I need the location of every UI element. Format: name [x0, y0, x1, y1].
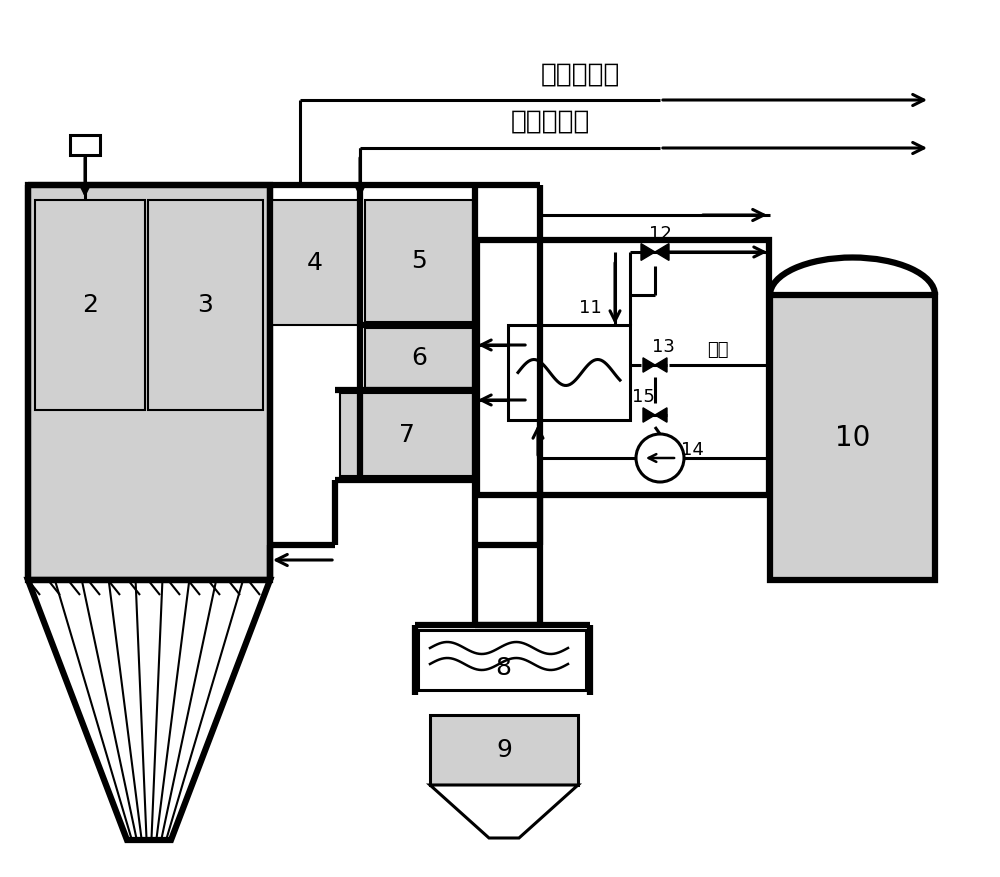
Text: 5: 5 [411, 249, 427, 273]
Bar [28, 185, 270, 580]
Bar [148, 200, 263, 410]
Text: 8: 8 [495, 656, 511, 680]
Polygon shape [643, 408, 655, 422]
Text: 13: 13 [652, 338, 674, 356]
Polygon shape [655, 244, 669, 260]
Polygon shape [643, 358, 655, 372]
Text: 过热譒汽出: 过热譒汽出 [540, 62, 620, 88]
Polygon shape [641, 244, 655, 260]
Polygon shape [28, 580, 270, 840]
Text: 15: 15 [632, 388, 654, 406]
Text: 9: 9 [496, 738, 512, 762]
Text: 4: 4 [307, 251, 323, 275]
Bar [430, 715, 578, 785]
Text: 7: 7 [399, 423, 415, 447]
Text: 6: 6 [411, 346, 427, 370]
Bar [270, 200, 360, 325]
Polygon shape [655, 358, 667, 372]
Circle shape [636, 434, 684, 482]
Text: 2: 2 [82, 293, 98, 317]
Bar [365, 200, 473, 322]
Bar [477, 240, 769, 495]
Bar [340, 393, 473, 476]
Bar [418, 630, 586, 690]
Bar [508, 325, 630, 420]
Text: 11: 11 [579, 299, 601, 317]
Bar [35, 200, 145, 410]
Text: 10: 10 [835, 424, 870, 452]
Bar [365, 328, 473, 388]
Text: 给水: 给水 [707, 341, 729, 359]
Bar [70, 135, 100, 155]
Text: 12: 12 [649, 225, 671, 243]
Text: 3: 3 [197, 293, 213, 317]
Polygon shape [430, 785, 578, 838]
Polygon shape [655, 408, 667, 422]
Text: 14: 14 [681, 441, 703, 459]
Text: 再热譒汽出: 再热譒汽出 [510, 109, 590, 135]
Bar [770, 295, 935, 580]
